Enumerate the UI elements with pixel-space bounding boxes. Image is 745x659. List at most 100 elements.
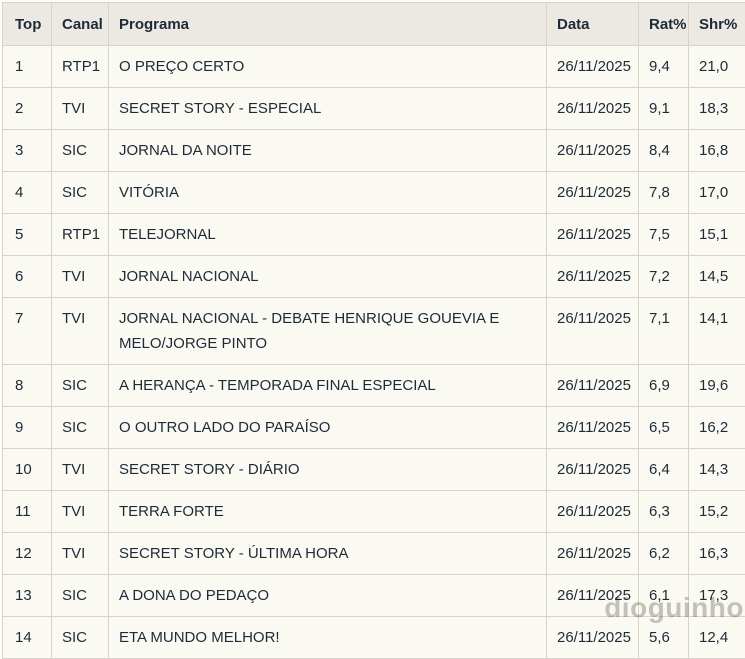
cell-canal: TVI	[52, 533, 109, 575]
table-row: 6 TVI JORNAL NACIONAL 26/11/2025 7,2 14,…	[3, 256, 745, 298]
cell-programa: A DONA DO PEDAÇO	[109, 575, 547, 617]
cell-data: 26/11/2025	[547, 365, 639, 407]
cell-data: 26/11/2025	[547, 256, 639, 298]
cell-rat: 8,4	[639, 130, 689, 172]
cell-programa: TELEJORNAL	[109, 214, 547, 256]
cell-data: 26/11/2025	[547, 617, 639, 659]
cell-canal: TVI	[52, 491, 109, 533]
cell-shr: 19,6	[689, 365, 745, 407]
cell-programa: SECRET STORY - ÚLTIMA HORA	[109, 533, 547, 575]
cell-data: 26/11/2025	[547, 491, 639, 533]
cell-rat: 9,4	[639, 46, 689, 88]
cell-canal: TVI	[52, 298, 109, 365]
cell-shr: 18,3	[689, 88, 745, 130]
cell-rank: 3	[3, 130, 52, 172]
cell-data: 26/11/2025	[547, 407, 639, 449]
cell-shr: 16,8	[689, 130, 745, 172]
cell-programa: JORNAL NACIONAL - DEBATE HENRIQUE GOUEVI…	[109, 298, 547, 365]
cell-programa: SECRET STORY - DIÁRIO	[109, 449, 547, 491]
cell-shr: 12,4	[689, 617, 745, 659]
cell-canal: SIC	[52, 172, 109, 214]
table-row: 8 SIC A HERANÇA - TEMPORADA FINAL ESPECI…	[3, 365, 745, 407]
cell-rat: 6,2	[639, 533, 689, 575]
cell-rat: 7,5	[639, 214, 689, 256]
cell-data: 26/11/2025	[547, 88, 639, 130]
cell-shr: 14,5	[689, 256, 745, 298]
cell-programa: VITÓRIA	[109, 172, 547, 214]
header-rat: Rat%	[639, 3, 689, 46]
cell-data: 26/11/2025	[547, 533, 639, 575]
cell-data: 26/11/2025	[547, 214, 639, 256]
cell-rank: 11	[3, 491, 52, 533]
cell-shr: 21,0	[689, 46, 745, 88]
cell-rank: 4	[3, 172, 52, 214]
cell-canal: RTP1	[52, 214, 109, 256]
table-row: 1 RTP1 O PREÇO CERTO 26/11/2025 9,4 21,0	[3, 46, 745, 88]
table-body: 1 RTP1 O PREÇO CERTO 26/11/2025 9,4 21,0…	[3, 46, 745, 659]
header-shr: Shr%	[689, 3, 745, 46]
header-data: Data	[547, 3, 639, 46]
table-row: 5 RTP1 TELEJORNAL 26/11/2025 7,5 15,1	[3, 214, 745, 256]
cell-programa: TERRA FORTE	[109, 491, 547, 533]
cell-rank: 14	[3, 617, 52, 659]
cell-rank: 6	[3, 256, 52, 298]
cell-shr: 17,3	[689, 575, 745, 617]
cell-data: 26/11/2025	[547, 298, 639, 365]
cell-rat: 7,1	[639, 298, 689, 365]
cell-rat: 7,2	[639, 256, 689, 298]
cell-canal: SIC	[52, 365, 109, 407]
table-row: 7 TVI JORNAL NACIONAL - DEBATE HENRIQUE …	[3, 298, 745, 365]
cell-programa: SECRET STORY - ESPECIAL	[109, 88, 547, 130]
cell-rank: 5	[3, 214, 52, 256]
cell-canal: SIC	[52, 130, 109, 172]
cell-shr: 16,2	[689, 407, 745, 449]
cell-rat: 9,1	[639, 88, 689, 130]
cell-canal: TVI	[52, 88, 109, 130]
cell-rank: 12	[3, 533, 52, 575]
cell-data: 26/11/2025	[547, 575, 639, 617]
table-row: 14 SIC ETA MUNDO MELHOR! 26/11/2025 5,6 …	[3, 617, 745, 659]
header-top: Top	[3, 3, 52, 46]
table-row: 12 TVI SECRET STORY - ÚLTIMA HORA 26/11/…	[3, 533, 745, 575]
cell-canal: RTP1	[52, 46, 109, 88]
cell-rat: 6,4	[639, 449, 689, 491]
cell-data: 26/11/2025	[547, 130, 639, 172]
cell-shr: 15,2	[689, 491, 745, 533]
cell-canal: TVI	[52, 256, 109, 298]
table-row: 2 TVI SECRET STORY - ESPECIAL 26/11/2025…	[3, 88, 745, 130]
cell-rank: 13	[3, 575, 52, 617]
table-header: Top Canal Programa Data Rat% Shr%	[3, 3, 745, 46]
cell-programa: A HERANÇA - TEMPORADA FINAL ESPECIAL	[109, 365, 547, 407]
cell-rat: 6,9	[639, 365, 689, 407]
table-row: 4 SIC VITÓRIA 26/11/2025 7,8 17,0	[3, 172, 745, 214]
cell-rank: 1	[3, 46, 52, 88]
cell-rat: 6,3	[639, 491, 689, 533]
cell-canal: SIC	[52, 617, 109, 659]
cell-rat: 7,8	[639, 172, 689, 214]
cell-programa: ETA MUNDO MELHOR!	[109, 617, 547, 659]
cell-data: 26/11/2025	[547, 46, 639, 88]
table-row: 3 SIC JORNAL DA NOITE 26/11/2025 8,4 16,…	[3, 130, 745, 172]
header-row: Top Canal Programa Data Rat% Shr%	[3, 3, 745, 46]
cell-canal: SIC	[52, 575, 109, 617]
cell-rank: 10	[3, 449, 52, 491]
cell-canal: SIC	[52, 407, 109, 449]
header-canal: Canal	[52, 3, 109, 46]
table-row: 9 SIC O OUTRO LADO DO PARAÍSO 26/11/2025…	[3, 407, 745, 449]
cell-rank: 7	[3, 298, 52, 365]
header-programa: Programa	[109, 3, 547, 46]
cell-data: 26/11/2025	[547, 172, 639, 214]
cell-shr: 14,1	[689, 298, 745, 365]
cell-shr: 17,0	[689, 172, 745, 214]
cell-rat: 6,1	[639, 575, 689, 617]
cell-programa: JORNAL DA NOITE	[109, 130, 547, 172]
table-row: 13 SIC A DONA DO PEDAÇO 26/11/2025 6,1 1…	[3, 575, 745, 617]
cell-shr: 16,3	[689, 533, 745, 575]
cell-shr: 14,3	[689, 449, 745, 491]
cell-rat: 5,6	[639, 617, 689, 659]
cell-programa: JORNAL NACIONAL	[109, 256, 547, 298]
cell-canal: TVI	[52, 449, 109, 491]
cell-data: 26/11/2025	[547, 449, 639, 491]
cell-shr: 15,1	[689, 214, 745, 256]
